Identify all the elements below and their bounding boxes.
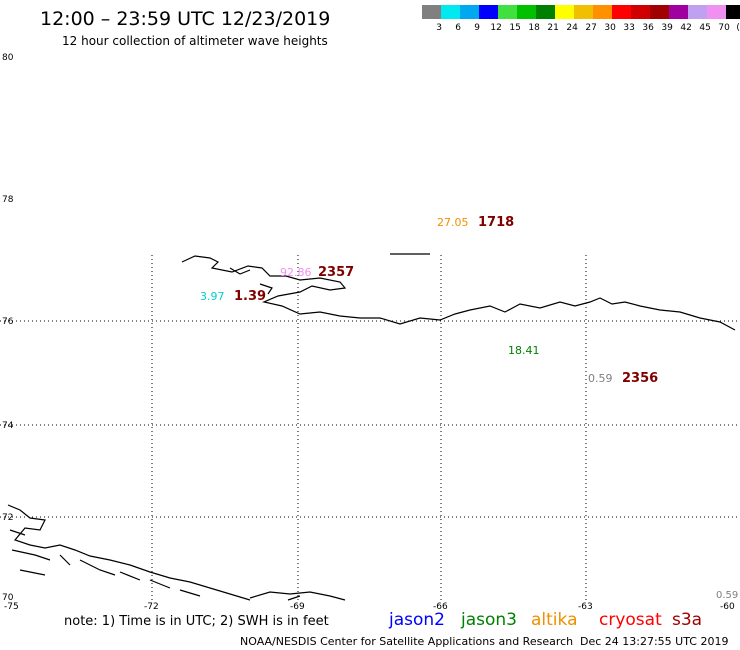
lon-label: -66 (433, 602, 448, 612)
legend-swatch (498, 5, 517, 19)
coastline (7, 253, 736, 601)
legend-swatch (517, 5, 536, 19)
wave-height-observations: 27.05 1718 92.86 2357 3.97 1.39 18.41 0.… (200, 215, 738, 601)
map-title: 12:00 – 23:59 UTC 12/23/2019 (40, 8, 330, 30)
satellite-label-altika: altika (531, 610, 578, 630)
obs-value: 2357 (318, 265, 354, 280)
lon-label: -72 (144, 602, 159, 612)
legend-swatch (631, 5, 650, 19)
lon-label: -75 (4, 602, 19, 612)
satellite-label-jason2: jason2 (388, 610, 445, 630)
legend-label: 6 (455, 23, 461, 33)
obs-value: 0.59 (588, 372, 613, 385)
lon-label: -60 (720, 602, 735, 612)
credit-text: NOAA/NESDIS Center for Satellite Applica… (240, 635, 573, 648)
greenland-coast (181, 253, 736, 331)
legend-label: 39 (661, 23, 673, 33)
legend-swatch (422, 5, 441, 19)
graticule (0, 255, 740, 600)
legend-swatch (536, 5, 555, 19)
lat-label: 76 (2, 317, 14, 327)
bylot-island-coast (249, 591, 346, 601)
satellite-label-jason3: jason3 (460, 610, 517, 630)
legend-label: (ft) (736, 23, 740, 33)
obs-value: 1.39 (234, 289, 266, 304)
legend-label: 3 (436, 23, 442, 33)
legend-swatch (612, 5, 631, 19)
legend-swatch (479, 5, 498, 19)
obs-value: 0.59 (716, 590, 738, 601)
lon-label: -69 (290, 602, 305, 612)
obs-value: 27.05 (437, 216, 469, 229)
legend-label: 9 (474, 23, 480, 33)
legend-swatch (688, 5, 707, 19)
lat-label: 80 (2, 53, 14, 63)
coast-detail (229, 267, 273, 295)
legend-label: 12 (490, 23, 501, 33)
obs-value: 2356 (622, 371, 658, 386)
legend-label: 42 (680, 23, 691, 33)
legend-label: 70 (718, 23, 730, 33)
legend-swatch (574, 5, 593, 19)
satellite-label-cryosat: cryosat (599, 610, 662, 630)
lat-label: 72 (2, 513, 13, 523)
legend-swatch (707, 5, 726, 19)
legend-swatch (555, 5, 574, 19)
obs-value: 18.41 (508, 344, 540, 357)
timestamp-text: Dec 24 13:27:55 UTC 2019 (580, 635, 728, 648)
lon-label: -63 (578, 602, 593, 612)
footer-note: note: 1) Time is in UTC; 2) SWH is in fe… (64, 614, 329, 629)
legend-label: 36 (642, 23, 654, 33)
legend-label: 21 (547, 23, 558, 33)
obs-value: 3.97 (200, 290, 225, 303)
legend-label: 24 (566, 23, 578, 33)
obs-value: 1718 (478, 215, 514, 230)
legend-label: 18 (528, 23, 540, 33)
legend-swatch (460, 5, 479, 19)
satellite-label-s3a: s3a (672, 610, 702, 630)
legend-label: 15 (509, 23, 520, 33)
lat-label: 70 (2, 593, 14, 603)
legend-swatch (650, 5, 669, 19)
lat-label: 78 (2, 195, 14, 205)
obs-value: 92.86 (280, 266, 312, 279)
baffin-inlets (9, 529, 201, 597)
legend-label: 30 (604, 23, 616, 33)
legend-label: 45 (699, 23, 710, 33)
map-subtitle: 12 hour collection of altimeter wave hei… (62, 34, 328, 48)
axis-labels: 80 78 76 74 72 70 -75 -72 -69 -66 -63 -6… (2, 53, 735, 612)
legend-label: 27 (585, 23, 596, 33)
legend-swatch (441, 5, 460, 19)
satellite-legend: jason2 jason3 altika cryosat s3a (388, 610, 702, 630)
baffin-coast (7, 504, 251, 601)
legend-swatch (669, 5, 688, 19)
legend-swatch (593, 5, 612, 19)
lat-label: 74 (2, 421, 14, 431)
legend-swatch (726, 5, 740, 19)
legend-label: 33 (623, 23, 634, 33)
